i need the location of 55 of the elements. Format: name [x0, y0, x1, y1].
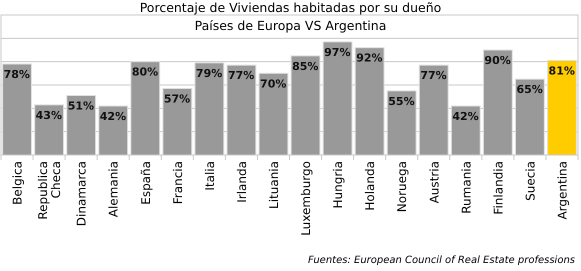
bar [258, 72, 288, 156]
bar [34, 104, 64, 156]
x-tick-label: Hungria [331, 161, 346, 208]
data-label: 65% [516, 83, 543, 96]
data-label: 42% [100, 110, 126, 123]
bar [290, 55, 320, 156]
bar [514, 78, 545, 156]
data-label: 97% [324, 46, 350, 59]
data-label: 55% [388, 94, 415, 108]
bar [130, 61, 160, 156]
x-tick-label: Finlandia [491, 161, 506, 215]
x-tick-label: Holanda [363, 161, 378, 211]
bar [322, 41, 353, 156]
x-tick-label: Rumania [459, 161, 474, 214]
x-tick-label: Dinamarca [74, 161, 89, 226]
x-tick-label: Republica Checa [36, 161, 64, 220]
chart-title: Porcentaje de Viviendas habitadas por su dueño [140, 0, 442, 15]
data-label: 85% [292, 60, 318, 73]
data-label: 81% [548, 64, 575, 78]
x-tick-label: Alemania [106, 161, 121, 218]
data-label: 80% [132, 66, 158, 79]
bar [418, 64, 449, 156]
data-label: 78% [4, 68, 30, 81]
data-label: 51% [68, 100, 94, 112]
x-tick-label: Suecia [523, 161, 538, 201]
data-label: 79% [196, 66, 222, 80]
bar [482, 50, 513, 156]
x-tick-label: Francia [170, 161, 185, 204]
data-label: 77% [228, 69, 254, 82]
data-label: 90% [484, 54, 511, 67]
x-tick-label: Italia [202, 161, 217, 191]
bar [162, 88, 192, 156]
data-label: 43% [36, 108, 62, 122]
x-tick-label: Luxemburgo [299, 161, 314, 236]
x-tick-label: Noruega [395, 161, 410, 212]
data-label: 70% [260, 77, 286, 90]
data-label: 77% [420, 69, 447, 82]
bar [194, 62, 224, 156]
bar [2, 64, 32, 156]
x-tick-label: España [138, 161, 153, 205]
x-tick-label: Lituania [266, 161, 281, 209]
data-label: 57% [164, 92, 190, 106]
x-tick-label: Irlanda [234, 161, 249, 203]
source-note: Fuentes: European Council of Real Estate professions [308, 255, 575, 266]
bar [226, 64, 256, 156]
chart-subtitle: Países de Europa VS Argentina [194, 18, 386, 33]
bar [66, 95, 96, 156]
data-label: 92% [356, 52, 383, 65]
bar [547, 60, 577, 156]
x-tick-label: Argentina [555, 161, 570, 220]
bar [386, 90, 417, 156]
data-label: 42% [452, 110, 479, 123]
bar [354, 47, 385, 156]
x-tick-label: Austria [427, 161, 442, 204]
x-tick-label: Belgica [10, 161, 25, 205]
